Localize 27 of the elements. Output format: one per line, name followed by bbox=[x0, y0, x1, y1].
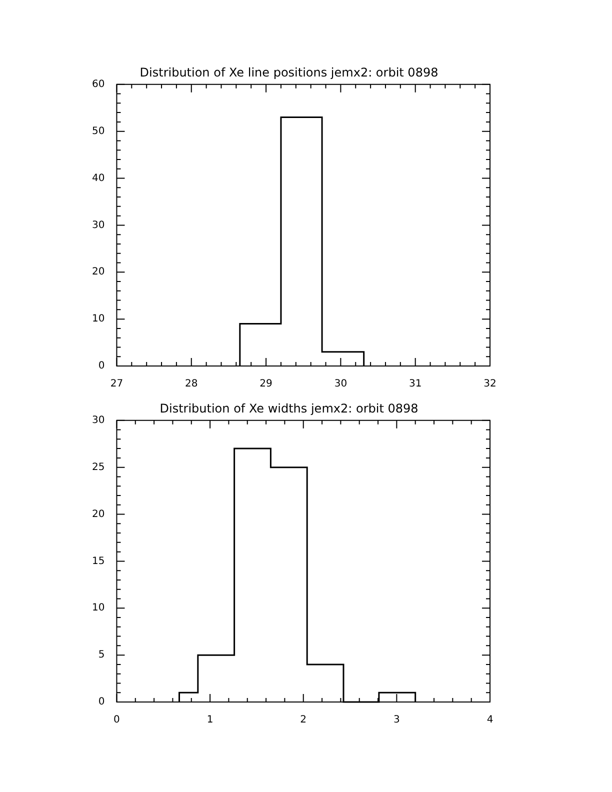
x-tick-label: 28 bbox=[185, 378, 198, 390]
y-tick-label: 0 bbox=[98, 696, 105, 708]
y-tick-label: 5 bbox=[98, 650, 105, 661]
x-tick-label: 32 bbox=[484, 378, 496, 390]
x-tick-label: 0 bbox=[114, 714, 120, 726]
y-tick-label: 40 bbox=[92, 172, 105, 184]
x-tick-label: 2 bbox=[300, 714, 307, 726]
y-tick-label: 20 bbox=[92, 508, 105, 520]
x-tick-label: 29 bbox=[260, 378, 272, 390]
x-tick-label: 4 bbox=[486, 714, 494, 726]
x-tick-label: 30 bbox=[334, 378, 348, 390]
y-tick-label: 20 bbox=[92, 266, 105, 278]
x-tick-label: 1 bbox=[206, 714, 214, 726]
x-tick-label: 3 bbox=[393, 714, 400, 726]
y-tick-label: 0 bbox=[98, 360, 105, 372]
y-tick-label: 60 bbox=[92, 78, 105, 90]
y-tick-label: 30 bbox=[92, 414, 105, 426]
chart-title: Distribution of Xe widths jemx2: orbit 0898 bbox=[160, 401, 418, 416]
x-tick-label: 31 bbox=[408, 378, 422, 390]
y-tick-label: 25 bbox=[92, 462, 105, 473]
y-tick-label: 10 bbox=[92, 314, 105, 325]
x-tick-label: 27 bbox=[110, 378, 124, 390]
y-tick-label: 50 bbox=[92, 126, 105, 137]
chart-title: Distribution of Xe line positions jemx2: orbit 0898 bbox=[140, 65, 438, 80]
y-tick-label: 10 bbox=[92, 602, 105, 614]
y-tick-label: 15 bbox=[92, 556, 105, 567]
y-tick-label: 30 bbox=[92, 220, 105, 231]
